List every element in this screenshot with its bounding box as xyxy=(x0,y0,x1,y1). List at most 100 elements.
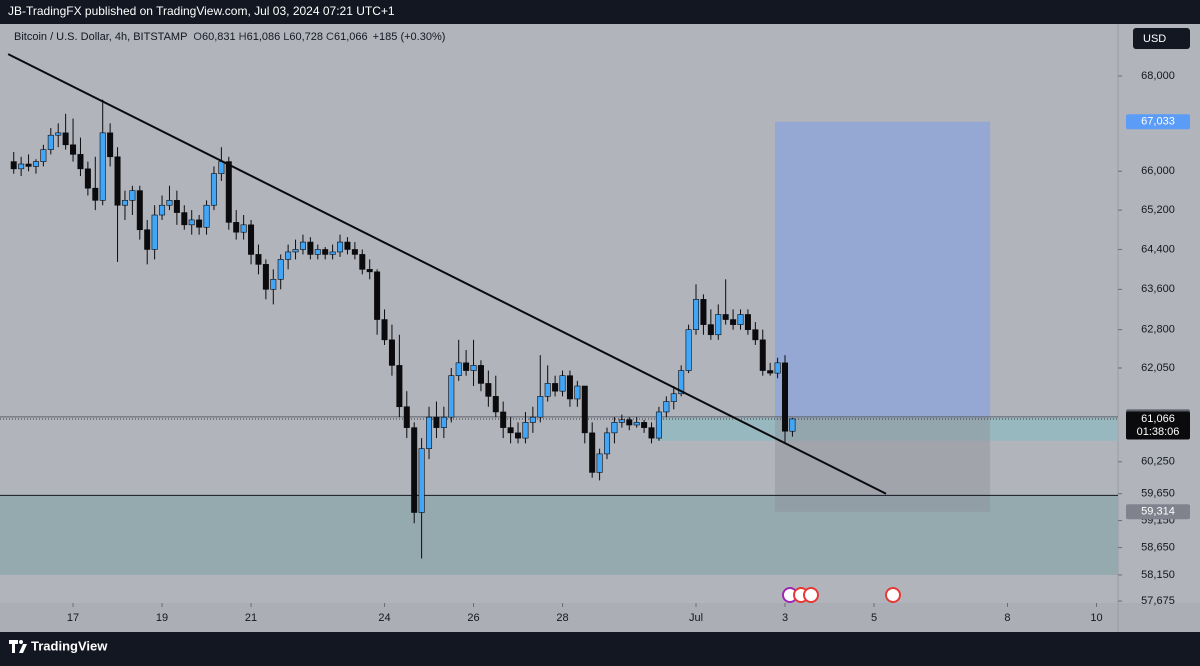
candle-body xyxy=(10,161,17,170)
candle-body xyxy=(722,314,729,320)
candle-body xyxy=(581,385,588,434)
candle-body xyxy=(596,453,603,473)
y-tick-label: 65,200 xyxy=(1141,204,1175,216)
candle-body xyxy=(299,241,306,250)
logo xyxy=(9,640,27,653)
currency[interactable]: USD xyxy=(1143,33,1166,45)
candle-body xyxy=(84,168,91,189)
ohlc-value: 61,086 xyxy=(247,31,281,43)
candle-body xyxy=(262,264,269,290)
x-tick-label: 24 xyxy=(378,612,390,624)
candle-body xyxy=(552,383,559,392)
candle-body xyxy=(144,229,151,250)
candle-body xyxy=(107,132,114,158)
candle-body xyxy=(537,396,544,418)
ohlc-key: H xyxy=(239,31,247,43)
candle-body xyxy=(136,190,143,231)
candle-body xyxy=(507,427,514,434)
candle-body xyxy=(314,249,321,255)
price-tag-label: 59,314 xyxy=(1141,506,1175,518)
candle-body xyxy=(685,329,692,371)
candle-body xyxy=(678,370,685,395)
candle-body xyxy=(759,339,766,371)
candle-body xyxy=(515,432,522,439)
ohlc-value: 61,066 xyxy=(334,31,368,43)
candle-body xyxy=(159,204,166,216)
candle-body xyxy=(322,249,329,255)
y-tick-label: 66,000 xyxy=(1141,165,1175,177)
candle-body xyxy=(92,187,99,201)
price-tag xyxy=(1126,411,1190,440)
candle-body xyxy=(641,422,648,428)
candle-body xyxy=(77,154,84,170)
ohlc-value: 60,728 xyxy=(289,31,323,43)
candle-body xyxy=(337,241,344,253)
candle-body xyxy=(240,224,247,233)
x-tick-label: 19 xyxy=(156,612,168,624)
x-tick-label: 5 xyxy=(871,612,877,624)
candle-body xyxy=(203,204,210,228)
candle-body xyxy=(70,144,77,155)
candle-body xyxy=(344,241,351,250)
candle-body xyxy=(121,200,128,206)
candle-body xyxy=(648,427,655,439)
candle-body xyxy=(351,249,358,255)
currency-button[interactable] xyxy=(1133,28,1190,49)
candle-body xyxy=(277,259,284,280)
candle-body xyxy=(440,416,447,428)
candle-body xyxy=(611,422,618,434)
candle-body xyxy=(700,299,707,325)
price-tag xyxy=(1126,114,1190,130)
candle-body xyxy=(715,314,722,336)
x-tick-label: 21 xyxy=(245,612,257,624)
candle-body xyxy=(693,299,700,330)
x-tick-label: 3 xyxy=(782,612,788,624)
candle-body xyxy=(463,362,470,371)
candle-body xyxy=(633,422,640,426)
price-tag-label: 67,033 xyxy=(1141,116,1175,128)
price-tag-countdown: 01:38:06 xyxy=(1137,426,1180,438)
candle-body xyxy=(500,411,507,428)
x-tick-label: 10 xyxy=(1090,612,1102,624)
candle-body xyxy=(455,362,462,376)
candle-body xyxy=(388,339,395,366)
y-tick-label: 59,650 xyxy=(1141,488,1175,500)
candle-body xyxy=(233,222,240,233)
y-tick-label: 64,400 xyxy=(1141,243,1175,255)
candle-body xyxy=(403,406,410,428)
candle-body xyxy=(767,370,774,374)
symbol: Bitcoin / U.S. Dollar, 4h, BITSTAMP xyxy=(14,31,187,43)
ohlc-key: L xyxy=(283,31,289,43)
candle-body xyxy=(248,224,255,255)
candle-body xyxy=(270,279,277,290)
candle-body xyxy=(32,161,39,167)
candle-body xyxy=(589,432,596,473)
y-tick-label: 68,000 xyxy=(1141,70,1175,82)
candle-body xyxy=(411,427,418,513)
x-tick-label: 28 xyxy=(556,612,568,624)
candle-body xyxy=(292,249,299,253)
candle-body xyxy=(522,422,529,439)
publisher: JB-TradingFX published on TradingView.co… xyxy=(8,4,395,18)
candle-body xyxy=(47,134,54,150)
event-icons xyxy=(782,587,901,603)
candle-body xyxy=(782,362,789,432)
candle-body xyxy=(433,416,440,428)
candle-body xyxy=(707,324,714,336)
x-tick-label: 26 xyxy=(467,612,479,624)
ohlc-key: C xyxy=(326,31,334,43)
candle-body xyxy=(774,362,781,374)
candle-body xyxy=(418,448,425,513)
candle-body xyxy=(381,319,388,341)
candle-body xyxy=(166,200,173,206)
y-tick-label: 57,675 xyxy=(1141,595,1175,607)
candle-body xyxy=(114,156,121,206)
x-tick-label: 8 xyxy=(1004,612,1010,624)
candle-body xyxy=(670,393,677,402)
candle-body xyxy=(752,329,759,341)
position-stop xyxy=(774,417,991,512)
footer-bar xyxy=(0,632,1200,661)
brand: TradingView xyxy=(31,638,108,653)
drawings-layer xyxy=(0,121,1118,575)
candle-body xyxy=(55,132,62,136)
